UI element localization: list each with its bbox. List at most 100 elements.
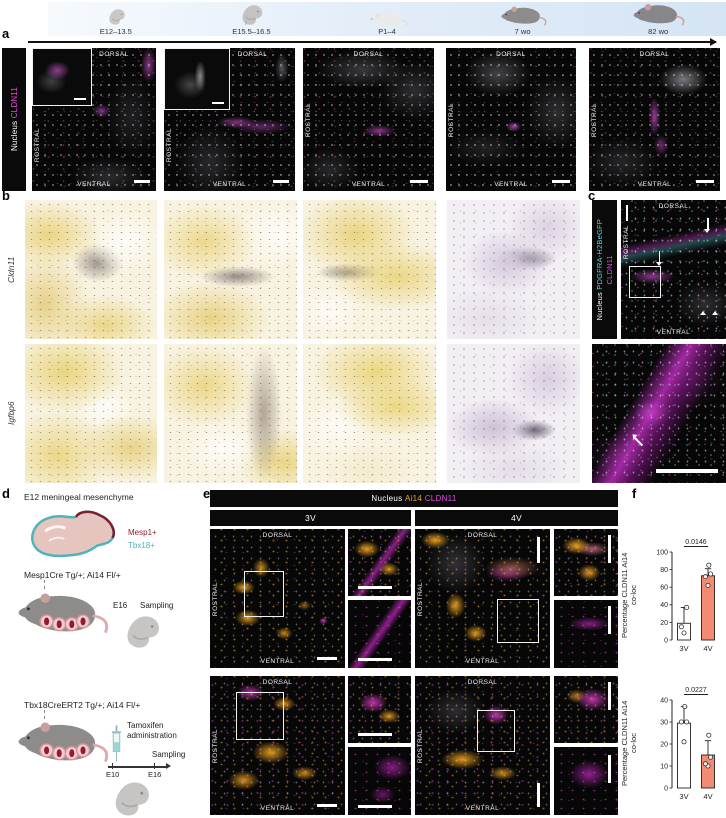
zoom-region-box	[497, 599, 539, 643]
rostral-label: ROSTRAL	[212, 581, 219, 616]
svg-text:60: 60	[660, 585, 668, 592]
svg-text:100: 100	[656, 549, 668, 556]
svg-text:20: 20	[660, 741, 668, 748]
genotype-1: Mesp1Cre Tg/+; Ai14 Fl/+	[24, 570, 121, 580]
rostral-label: ROSTRAL	[448, 102, 455, 137]
svg-text:3V: 3V	[679, 792, 688, 801]
aged-mouse-icon	[628, 3, 688, 27]
chart-1-ylabel: Percentage CLDN11 Ai14 co-loc	[620, 552, 638, 638]
svg-text:0: 0	[664, 785, 668, 792]
sampled-embryo-icon	[104, 779, 156, 818]
dorsal-label: DORSAL	[99, 51, 129, 58]
ventral-label: VENTRAL	[77, 181, 111, 188]
scale-bar	[536, 783, 540, 807]
genotype-2: Tbx18CreERT2 Tg/+; Ai14 Fl/+	[24, 700, 141, 710]
panel-e-label: e	[203, 486, 211, 501]
scale-bar	[317, 656, 337, 660]
sampled-embryo-icon	[118, 613, 164, 656]
scale-bar	[552, 179, 570, 183]
timeline-stage-label: E12–13.5	[99, 27, 132, 36]
arrowhead-up	[712, 308, 719, 315]
pointer-dash	[44, 580, 45, 589]
ventral-label: VENTRAL	[212, 181, 247, 188]
embryo-small-icon	[105, 3, 127, 27]
rostral-label: ROSTRAL	[34, 128, 41, 163]
inset-a-e15	[164, 48, 230, 110]
scale-bar	[273, 180, 289, 183]
histology-b-igfbp6-2	[164, 344, 297, 483]
panel-c-legend-bar: Nucleus PDGFRA-H2BeGFP CLDN11	[592, 200, 617, 339]
timeline-arrow	[28, 38, 717, 45]
sampling-time-1: E16	[113, 601, 128, 610]
tick-e10	[112, 763, 114, 769]
micrograph-e-4v-overview-2: DORSAL ROSTRAL VENTRAL	[415, 676, 550, 815]
timeline-stage: E12–13.5	[61, 3, 171, 36]
panel-e-legend-bar: Nucleus Ai14 CLDN11	[210, 490, 618, 507]
tamoxifen-label: Tamoxifen administration	[127, 721, 177, 740]
panel-a-legend: Nucleus CLDN11	[9, 87, 19, 152]
histology-b-cldn11-3	[303, 200, 436, 339]
svg-text:0: 0	[664, 637, 668, 644]
rostral-label: ROSTRAL	[212, 728, 219, 763]
gene-label-igfbp6: Igfbp6	[6, 401, 16, 426]
scale-bar	[607, 606, 611, 634]
ventral-label: VENTRAL	[637, 181, 672, 188]
tbx18-legend: Tbx18+	[128, 541, 155, 550]
rostral-label: ROSTRAL	[166, 128, 173, 163]
pointer-dash	[44, 710, 45, 719]
ventral-label: VENTRAL	[351, 181, 386, 188]
histology-b-igfbp6-4	[447, 344, 580, 483]
tick-e16	[154, 763, 156, 769]
svg-text:80: 80	[660, 567, 668, 574]
svg-text:40: 40	[660, 697, 668, 704]
timeline-stage: P1–4	[332, 3, 442, 36]
inset-e-4v-cldn11-2	[554, 747, 618, 815]
svg-text:0.0227: 0.0227	[685, 687, 707, 694]
zoom-region-box	[244, 571, 284, 617]
zoom-region-box	[629, 266, 661, 298]
embryo-large-icon	[237, 3, 265, 27]
pregnant-mouse-icon	[12, 585, 112, 646]
dorsal-label: DORSAL	[262, 532, 293, 539]
column-header-3v: 3V	[210, 510, 411, 526]
rostral-label: ROSTRAL	[417, 728, 424, 763]
timeline-stage: 7 wo	[468, 3, 578, 36]
down-arrow	[705, 218, 710, 234]
dorsal-label: DORSAL	[496, 51, 526, 58]
zoom-region-box	[236, 692, 284, 740]
panel-a-label: a	[2, 26, 10, 41]
dorsal-label: DORSAL	[467, 679, 498, 686]
svg-text:40: 40	[660, 602, 668, 609]
timeline-stage: 82 wo	[603, 3, 713, 36]
timeline-stage-label: 7 wo	[514, 27, 531, 36]
panel-b-label: b	[2, 188, 10, 203]
arrowhead-up	[699, 308, 706, 315]
micrograph-a-e15: DORSAL ROSTRAL VENTRAL	[164, 48, 295, 191]
down-arrow	[656, 251, 662, 267]
brain-diagram	[26, 506, 126, 573]
inset-e-3v-merge	[348, 529, 411, 596]
inset-e-4v-merge	[554, 529, 618, 596]
scale-bar	[212, 101, 224, 104]
dorsal-label: DORSAL	[658, 203, 689, 210]
micrograph-c-overview: DORSAL ROSTRAL VENTRAL	[621, 200, 726, 339]
svg-text:20: 20	[660, 620, 668, 627]
column-header-4v: 4V	[415, 510, 618, 526]
scale-bar	[626, 205, 628, 221]
bar-chart-3v-4v-top: 0 20 40 60 80 100 3V 4V 0.0146	[656, 539, 715, 653]
svg-text:4V: 4V	[703, 644, 712, 653]
bar-chart-3v-4v-bottom: 0 10 20 30 40 3V 4V 0.0227	[660, 687, 715, 801]
scale-bar	[74, 97, 86, 100]
scale-bar	[696, 179, 714, 183]
svg-text:3V: 3V	[679, 644, 688, 653]
histology-b-cldn11-2	[164, 200, 297, 339]
inset-e-4v-merge-2	[554, 676, 618, 743]
svg-text:10: 10	[660, 763, 668, 770]
syringe-icon	[110, 724, 123, 771]
panel-d-title: E12 meningeal mesenchyme	[24, 492, 134, 502]
scale-bar	[358, 732, 392, 736]
chart-2-ylabel: Percentage CLDN11 Ai14 co-loc	[620, 700, 638, 786]
dorsal-label: DORSAL	[237, 51, 268, 58]
age-timeline-banner: E12–13.5 E15.5–16.5 P1–4 7 wo 82 wo	[48, 2, 726, 36]
sampling-label-1: Sampling	[140, 601, 174, 610]
